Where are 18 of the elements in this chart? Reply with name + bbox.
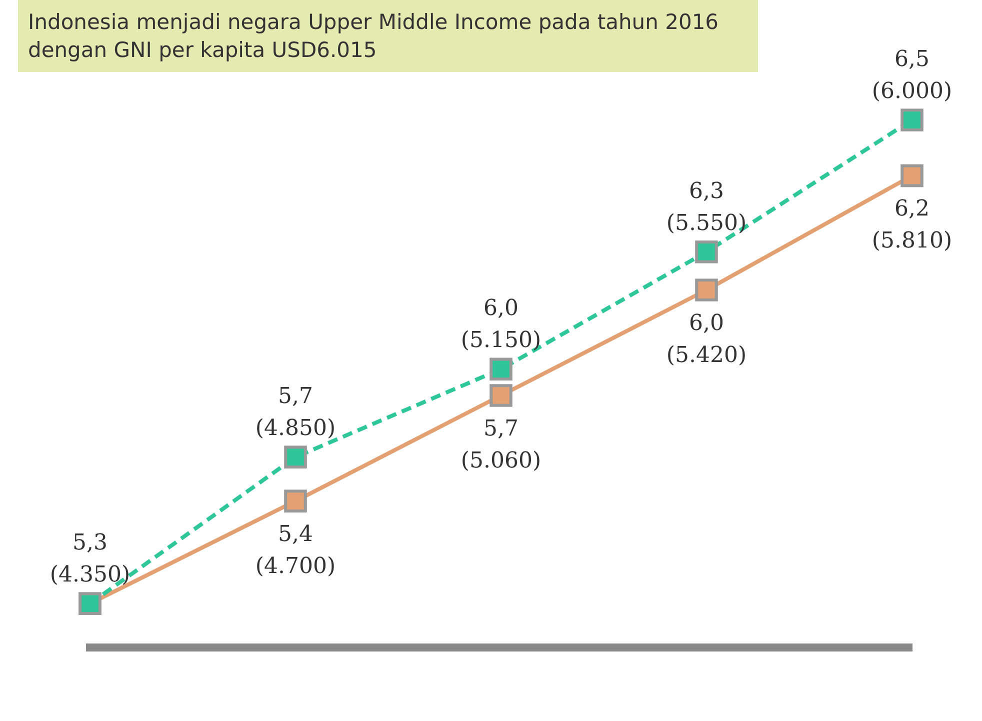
data-label: 6,0 (5.150) [460,296,542,354]
data-label: 5,4 (4.700) [255,522,336,580]
point [695,240,718,264]
point [900,108,924,132]
data-label: 6,5 (6.000) [872,47,952,104]
text: Indonesia menjadi negara Upper Middle Income pada tahun 2016 dengan GNI per kapita USD6.015 [18,0,758,72]
data-label: 5,3 (4.350) [50,530,130,588]
point [900,164,924,188]
data-label: 6,3 (5.550) [666,178,747,236]
point [695,278,718,302]
point [284,490,307,512]
data-label: 5,7 (5.060) [460,416,542,474]
data-label: 6,2 (5.810) [872,196,952,254]
point [490,384,512,407]
data-label: 5,7 (4.850) [255,384,336,442]
point [490,358,512,381]
data-label: 6,0 (5.420) [666,311,747,368]
point [284,446,307,468]
